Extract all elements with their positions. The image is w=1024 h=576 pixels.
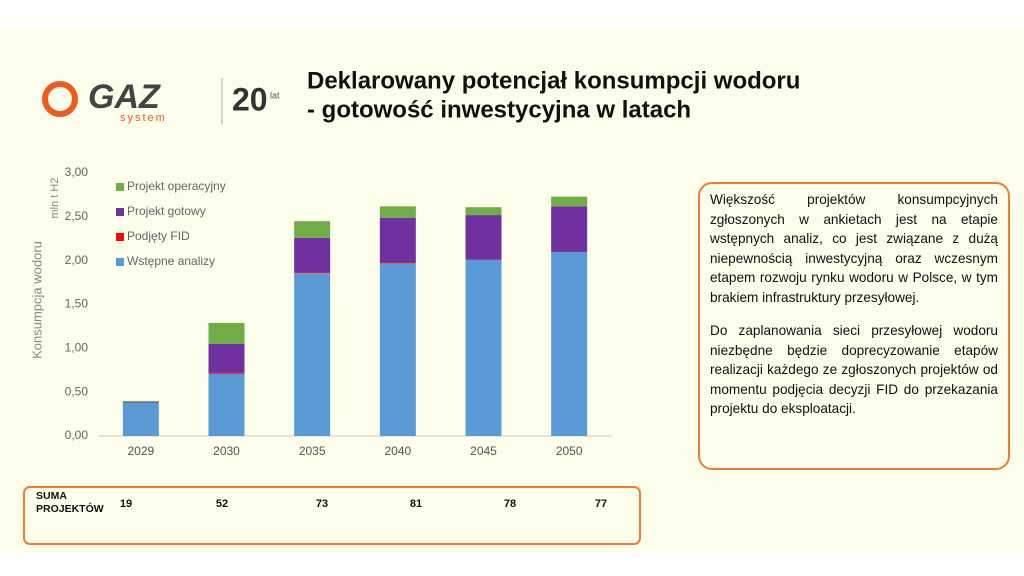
bar-segment xyxy=(551,251,588,436)
x-tick-label: 2040 xyxy=(384,444,411,458)
bar-segment xyxy=(465,215,502,260)
legend-label: Projekt gotowy xyxy=(127,204,206,218)
legend-label: Podjęty FID xyxy=(127,229,190,243)
x-tick-label: 2045 xyxy=(470,444,497,458)
logo-icon xyxy=(42,81,78,117)
bar-segment xyxy=(379,217,416,263)
y-tick-label: 2,00 xyxy=(65,253,89,267)
title: - gotowość inwestycyjna w latach xyxy=(307,96,691,123)
x-tick-label: 2050 xyxy=(556,444,583,458)
bar-segment xyxy=(208,373,245,436)
note-paragraph: Do zaplanowania sieci przesyłowej wodoru… xyxy=(710,323,998,416)
bar-segment xyxy=(122,402,159,436)
bar-segment xyxy=(379,262,416,264)
note-box: Większość projektów konsumpcyjnych zgłos… xyxy=(698,182,1010,470)
summary-label-box: SUMA PROJEKTÓW xyxy=(36,490,104,515)
summary-value: 73 xyxy=(316,498,328,510)
bar-segment xyxy=(294,272,331,436)
summary-label: SUMA PROJEKTÓW xyxy=(36,490,104,515)
y-tick-label: 2,50 xyxy=(65,209,89,223)
bar-segment xyxy=(294,272,331,273)
slide-background xyxy=(0,28,1024,553)
bar-segment xyxy=(551,206,588,252)
bar-segment xyxy=(122,401,159,403)
y-tick-label: 3,00 xyxy=(65,165,89,179)
title: Deklarowany potencjał konsumpcji wodoru xyxy=(307,67,800,94)
logo-sub: system xyxy=(120,112,167,124)
bar-segment xyxy=(294,237,331,273)
bar-segment xyxy=(379,263,416,436)
legend-swatch xyxy=(116,208,124,216)
summary-value: 77 xyxy=(595,498,607,510)
bar-segment xyxy=(294,221,331,238)
bar-segment xyxy=(465,207,502,216)
bar-segment xyxy=(379,206,416,218)
legend-swatch xyxy=(116,233,124,241)
x-tick-label: 2030 xyxy=(213,444,240,458)
y-axis-label: Konsumpcja wodoru xyxy=(29,241,44,359)
legend-swatch xyxy=(116,258,124,266)
bar-segment xyxy=(551,196,588,207)
y-tick-label: 1,00 xyxy=(65,341,89,355)
logo-years-unit: lat xyxy=(270,90,280,100)
summary-value: 52 xyxy=(216,498,228,510)
summary-box xyxy=(23,486,641,545)
bar-segment xyxy=(208,322,245,344)
note-paragraph: Większość projektów konsumpcyjnych zgłos… xyxy=(710,192,998,305)
y-axis-unit: mln t H2 xyxy=(49,178,61,219)
legend-label: Wstępne analizy xyxy=(127,254,215,268)
y-tick-label: 1,50 xyxy=(65,297,89,311)
bar-segment xyxy=(122,400,159,402)
x-tick-label: 2035 xyxy=(299,444,326,458)
logo-brand: GAZ xyxy=(88,78,161,116)
legend-label: Projekt operacyjny xyxy=(127,179,226,193)
bar-segment xyxy=(208,343,245,373)
summary-value: 81 xyxy=(410,498,422,510)
x-tick-label: 2029 xyxy=(127,444,154,458)
bar-segment xyxy=(208,372,245,374)
summary-value: 19 xyxy=(120,498,132,510)
bar-segment xyxy=(465,259,502,436)
y-tick-label: 0,00 xyxy=(65,428,89,442)
summary-value: 78 xyxy=(504,498,516,510)
legend-swatch xyxy=(116,183,124,191)
y-tick-label: 0,50 xyxy=(65,384,89,398)
logo-years: 20 xyxy=(232,81,268,117)
